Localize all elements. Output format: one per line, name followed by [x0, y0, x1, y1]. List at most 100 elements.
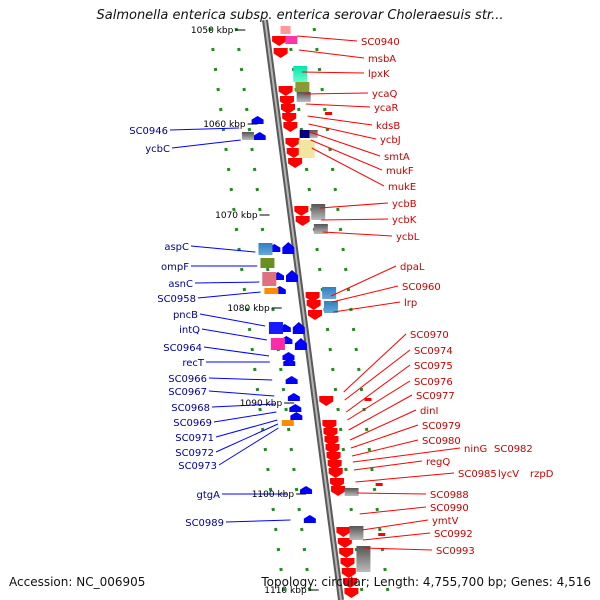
gene-label-mukf: mukF	[386, 166, 414, 177]
connector-line	[343, 333, 407, 393]
connector-line	[321, 218, 389, 221]
connector-line	[215, 419, 278, 438]
connector-line	[308, 123, 377, 140]
tick-mark	[245, 307, 249, 312]
gene-label-sc0989: SC0989	[185, 518, 224, 529]
tick-mark	[354, 347, 358, 352]
gene-feature-box	[349, 526, 364, 540]
tick-mark	[279, 367, 283, 372]
gene-feature-box	[268, 322, 283, 334]
connector-line	[201, 328, 268, 341]
gene-label-ycbb: ycbB	[392, 199, 417, 210]
tick-mark	[271, 507, 275, 512]
gene-label-sc0958: SC0958	[157, 294, 196, 305]
connector-line	[298, 49, 365, 59]
tick-mark	[300, 527, 304, 532]
forward-gene-arrow	[279, 96, 294, 106]
connector-line	[225, 519, 291, 523]
tick-mark	[224, 147, 228, 152]
chromosome-backbone-highlight	[264, 19, 342, 600]
reverse-gene-arrow	[294, 338, 307, 350]
tick-layer	[208, 27, 390, 592]
reverse-gene-arrow	[282, 242, 295, 254]
gene-label-sc0990: SC0990	[430, 503, 469, 514]
gene-label-ompf: ompF	[161, 262, 189, 273]
gene-feature-box	[264, 288, 279, 294]
gene-feature-box	[270, 338, 285, 350]
gene-label-dpal: dpaL	[400, 262, 425, 273]
tick-mark	[232, 207, 236, 212]
forward-gene-arrow	[294, 206, 309, 216]
tick-mark	[357, 367, 361, 372]
tick-mark	[226, 167, 231, 172]
forward-gene-arrow	[344, 588, 359, 598]
connector-line	[218, 427, 279, 466]
gene-feature-box	[260, 258, 275, 268]
gene-label-sc0979: SC0979	[422, 421, 461, 432]
gene-label-pncb: pncB	[173, 310, 198, 321]
gene-label-ycar: ycaR	[374, 103, 399, 114]
tick-mark	[292, 467, 296, 472]
tick-mark	[325, 327, 330, 332]
scale-label: 1080 kbp	[227, 304, 270, 314]
gene-feature-box	[280, 26, 291, 34]
tick-mark	[250, 347, 254, 352]
tick-mark	[219, 107, 223, 112]
gene-label-sc0993: SC0993	[436, 546, 475, 557]
gene-label-sc0976: SC0976	[414, 377, 453, 388]
forward-gene-arrow	[288, 158, 303, 168]
gene-feature-box	[322, 287, 337, 299]
tick-mark	[344, 467, 348, 472]
map-title: Salmonella enterica subsp. enterica sero…	[96, 8, 504, 23]
tick-mark	[370, 467, 374, 472]
connector-line	[301, 71, 365, 74]
gene-label-sc0988: SC0988	[430, 490, 469, 501]
gene-label-sc0970: SC0970	[410, 330, 449, 341]
tick-mark	[247, 127, 252, 132]
tick-mark	[307, 187, 311, 192]
scale-label-layer: 1050 kbp 1060 kbp 1070 kbp 1080 kbp 1090 kbp…	[191, 26, 319, 596]
connector-line	[359, 506, 427, 515]
gene-feature-box	[299, 130, 310, 138]
reverse-gene-arrow	[282, 352, 295, 360]
forward-gene-arrow	[323, 428, 338, 438]
connector-line	[213, 411, 277, 423]
tick-mark	[351, 327, 356, 332]
connector-line	[309, 131, 381, 157]
rna-feature-box	[285, 36, 298, 44]
reverse-gene-arrow	[292, 322, 305, 334]
forward-gene-arrow	[322, 420, 337, 430]
tick-mark	[372, 487, 377, 492]
tick-mark	[315, 47, 319, 52]
gene-label-regq: regQ	[426, 457, 450, 468]
gene-label-sc0972: SC0972	[175, 448, 214, 459]
tick-mark	[367, 447, 372, 452]
forward-gene-arrow	[295, 216, 310, 226]
gene-label-sc0980: SC0980	[422, 436, 461, 447]
gene-feature-box	[241, 132, 254, 140]
tick-mark	[255, 387, 260, 392]
tick-mark	[341, 247, 345, 252]
reverse-gene-arrow	[253, 132, 266, 140]
gene-feature-box	[298, 140, 315, 158]
forward-gene-arrow	[319, 396, 334, 406]
forward-gene-arrow	[327, 460, 342, 470]
tick-mark	[333, 187, 337, 192]
feature-layer	[241, 26, 386, 598]
topology-label: Topology: circular; Length: 4,755,700 bp…	[261, 575, 591, 589]
tick-mark	[258, 207, 262, 212]
gene-label-sc0974: SC0974	[414, 346, 453, 357]
forward-gene-mark	[378, 533, 386, 536]
connector-line	[208, 390, 275, 397]
tick-mark	[297, 107, 301, 112]
gene-feature-box	[293, 66, 308, 82]
tick-mark	[359, 587, 364, 592]
tick-mark	[289, 447, 294, 452]
tick-mark	[297, 507, 301, 512]
tick-mark	[213, 67, 218, 72]
tick-mark	[266, 267, 270, 272]
tick-mark	[281, 387, 286, 392]
gene-label-sc0940: SC0940	[361, 37, 400, 48]
gene-label-muke: mukE	[388, 182, 416, 193]
